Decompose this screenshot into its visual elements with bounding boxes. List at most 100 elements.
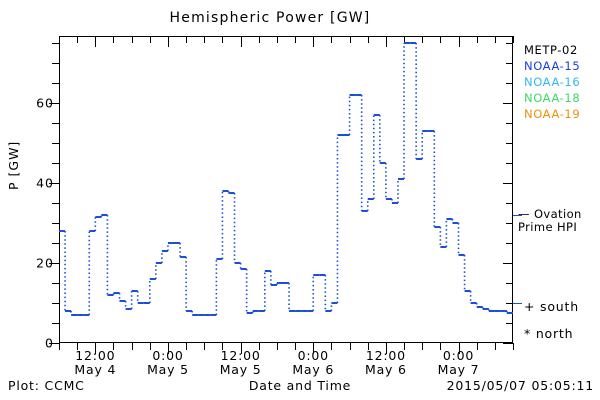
y-tick-right [506, 163, 513, 164]
x-tick-top [131, 36, 133, 43]
x-tick-top [422, 36, 424, 43]
series-ovation-prime-hpi [59, 42, 513, 316]
x-tick [385, 343, 387, 354]
x-tick [276, 343, 278, 350]
hemispheric-power-series [59, 42, 513, 316]
x-tick [131, 343, 133, 350]
x-tick-top [295, 36, 297, 43]
x-tick [240, 343, 242, 354]
x-tick-time: 0:00 [442, 348, 475, 363]
y-tick-right [506, 63, 513, 64]
x-tick [258, 343, 260, 350]
x-tick [331, 343, 333, 350]
x-tick-top [404, 36, 406, 43]
x-tick-time: 12:00 [75, 348, 116, 363]
x-tick-top [113, 36, 115, 43]
y-axis-title: P [GW] [6, 140, 21, 190]
x-tick-label: 12:00 May 4 [74, 348, 117, 378]
y-tick-label: 40 [36, 175, 54, 191]
x-tick-top [77, 36, 79, 43]
y-tick-right [506, 123, 513, 124]
legend-item-noaa-18: NOAA-18 [524, 91, 581, 105]
y-tick-right [506, 283, 513, 284]
x-tick-top [313, 36, 315, 47]
y-tick [52, 243, 59, 244]
x-tick-top [385, 36, 387, 47]
x-tick-label: 12:00 May 6 [364, 348, 407, 378]
x-tick-top [95, 36, 97, 47]
x-tick-label: 0:00 May 7 [438, 348, 480, 378]
plot-credit: Plot: CCMC [8, 378, 85, 393]
y-tick-right [506, 43, 513, 44]
y-tick [52, 203, 59, 204]
plot-area: 0 20 40 60 12:00 May 4 0:00 May 5 12:00 May 5 0:0… [36, 36, 514, 377]
y-tick-right [506, 303, 513, 304]
x-tick-date: May 6 [364, 362, 407, 378]
legend-satellites: METP-02 NOAA-15 NOAA-16 NOAA-18 NOAA-19 [524, 42, 580, 122]
x-tick [513, 343, 514, 350]
x-tick-time: 12:00 [220, 348, 261, 363]
x-tick-top [258, 36, 260, 43]
x-tick-top [186, 36, 188, 43]
y-tick [52, 323, 59, 324]
y-tick-right [503, 343, 513, 344]
x-tick-label: 0:00 May 5 [147, 348, 189, 378]
x-tick-top [513, 36, 514, 43]
x-tick-time: 0:00 [152, 348, 184, 363]
x-tick-label: 0:00 May 6 [292, 348, 335, 378]
y-tick-right [503, 263, 513, 264]
south-stub [513, 303, 522, 304]
x-tick [95, 343, 97, 354]
x-tick [494, 343, 496, 350]
y-tick [52, 123, 59, 124]
x-tick-top [458, 36, 460, 47]
y-tick [49, 343, 59, 344]
x-tick-time: 12:00 [365, 348, 406, 363]
y-tick [49, 263, 59, 264]
y-tick [52, 223, 59, 224]
legend-item-metp-02: METP-02 [524, 43, 578, 57]
y-tick [52, 83, 59, 84]
x-tick [440, 343, 442, 350]
chart-title: Hemispheric Power [GW] [169, 10, 371, 26]
x-tick-top [222, 36, 224, 43]
legend-item-noaa-15: NOAA-15 [524, 59, 581, 73]
x-tick-top [276, 36, 278, 43]
x-tick-top [367, 36, 369, 43]
x-tick [422, 343, 424, 350]
x-tick [458, 343, 460, 354]
legend-south-marker: + south [524, 299, 579, 314]
x-tick [367, 343, 369, 350]
x-tick-top [240, 36, 242, 47]
y-tick-label: 20 [36, 255, 54, 271]
y-tick-right [506, 323, 513, 324]
x-tick [186, 343, 188, 350]
x-tick-top [167, 36, 169, 47]
x-tick-date: May 6 [292, 362, 335, 378]
y-tick [52, 43, 59, 44]
legend-ovation-prime: — Ovation Prime HPI [518, 208, 582, 234]
legend-item-noaa-16: NOAA-16 [524, 75, 581, 89]
x-tick [113, 343, 115, 350]
y-tick [52, 143, 59, 144]
y-tick-right [503, 103, 513, 104]
x-tick-top [476, 36, 478, 43]
y-tick [52, 303, 59, 304]
x-tick [204, 343, 206, 350]
x-tick [77, 343, 79, 350]
x-tick [476, 343, 478, 350]
y-tick-label: 0 [45, 335, 54, 351]
x-tick-date: May 5 [147, 362, 189, 378]
x-tick [167, 343, 169, 354]
ovation-stub [513, 215, 522, 216]
y-tick-right [503, 183, 513, 184]
y-tick [52, 63, 59, 64]
x-tick-date: May 4 [74, 362, 117, 378]
x-tick [295, 343, 297, 350]
y-tick [49, 103, 59, 104]
x-tick-top [440, 36, 442, 43]
x-tick [59, 343, 60, 350]
x-tick-date: May 5 [219, 362, 262, 378]
x-tick [349, 343, 351, 350]
x-tick [404, 343, 406, 350]
